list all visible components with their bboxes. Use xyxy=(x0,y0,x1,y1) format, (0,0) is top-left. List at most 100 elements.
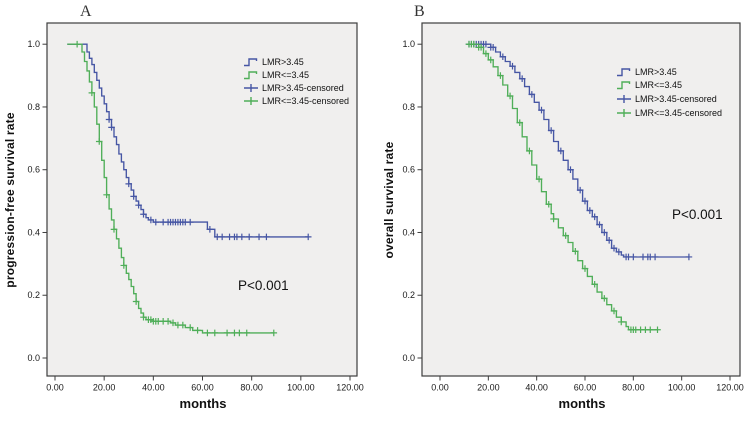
panel-b-x-tick-label: 80.00 xyxy=(622,383,645,393)
panel-a-censor-mark-green xyxy=(140,313,147,321)
legend-entry: LMR<=3.45-censored xyxy=(616,106,722,120)
panel-a-censor-mark-blue xyxy=(140,210,147,218)
panel-b-censor-mark-blue xyxy=(489,44,497,51)
legend-entry: LMR>3.45-censored xyxy=(616,92,722,106)
panel-a-censor-mark-blue xyxy=(125,180,133,188)
legend-label: LMR<=3.45 xyxy=(635,80,683,91)
panel-a-censor-mark-blue xyxy=(304,233,312,241)
panel-b-censor-mark-blue xyxy=(581,197,589,205)
panel-a-censor-mark-blue xyxy=(135,201,142,209)
panel-b-censor-mark-blue xyxy=(601,229,608,236)
panel-b-y-tick-label: 1.0 xyxy=(402,39,415,49)
panel-a-censor-mark-blue xyxy=(263,233,270,241)
step-line-icon xyxy=(244,58,258,67)
panel-b-censor-mark-green xyxy=(601,295,608,302)
panel-a-pvalue-annotation: P<0.001 xyxy=(238,278,289,293)
panel-b-x-tick-label: 0.00 xyxy=(431,383,449,393)
panel-a-x-tick-label: 20.00 xyxy=(93,383,116,393)
panel-a-censor-mark-green xyxy=(204,329,211,337)
panel-b-x-axis-title: months xyxy=(558,396,606,411)
plus-mark-icon xyxy=(617,94,631,103)
panel-b-censor-mark-blue xyxy=(482,40,490,48)
panel-b-censor-mark-blue xyxy=(509,62,516,70)
panel-a-x-axis-title: months xyxy=(179,396,227,411)
panel-a-censor-mark-green xyxy=(95,138,103,145)
panel-a-x-tick-label: 100.00 xyxy=(287,383,315,393)
legend-entry: LMR>3.45 xyxy=(243,56,349,69)
panel-a-censor-mark-green xyxy=(73,40,81,48)
plus-mark-icon xyxy=(617,108,631,117)
panel-b-x-tick-label: 100.00 xyxy=(668,383,696,393)
panel-b-censor-mark-green xyxy=(535,175,543,183)
panel-b-y-tick-label: 0.2 xyxy=(402,290,415,300)
panel-a-censor-mark-green xyxy=(211,329,219,337)
panel-b-pvalue-annotation: P<0.001 xyxy=(672,207,723,222)
step-line-icon xyxy=(244,71,258,80)
panel-b-censor-mark-blue xyxy=(630,253,637,261)
panel-b-censor-mark-green xyxy=(470,40,478,48)
panel-a-x-tick-label: 120.00 xyxy=(336,383,364,393)
panel-a-x-tick-label: 40.00 xyxy=(142,383,165,393)
panel-b-censor-mark-blue xyxy=(547,127,555,134)
panel-a-censor-mark-green xyxy=(236,329,243,337)
panel-b-censor-mark-blue xyxy=(610,244,618,252)
panel-b-censor-mark-green xyxy=(610,307,618,315)
panel-a-censor-mark-green xyxy=(186,324,194,331)
panel-a-censor-mark-green xyxy=(169,319,177,327)
panel-b-censor-mark-green xyxy=(646,326,654,334)
panel-a-censor-mark-green xyxy=(110,226,118,233)
legend-label: LMR>3.45-censored xyxy=(635,93,717,104)
panel-a-x-tick-label: 60.00 xyxy=(191,383,214,393)
legend-label: LMR>3.45 xyxy=(635,66,677,77)
legend-entry: LMR<=3.45 xyxy=(243,69,349,82)
panel-b-censor-mark-blue xyxy=(615,248,623,256)
legend-entry: LMR<=3.45 xyxy=(616,79,722,93)
panel-b-censor-mark-green xyxy=(591,280,598,288)
panel-b-censor-mark-blue xyxy=(651,253,659,261)
panel-a-censor-mark-green xyxy=(194,327,201,334)
panel-b-censor-mark-green xyxy=(550,215,557,223)
panel-b-x-tick-label: 40.00 xyxy=(525,383,548,393)
panel-b-censor-mark-green xyxy=(497,72,504,79)
panel-b-letter: B xyxy=(414,3,425,20)
panel-b-legend: LMR>3.45 LMR<=3.45 LMR>3.45-censored LMR… xyxy=(616,65,722,119)
panel-a-censor-mark-blue xyxy=(130,193,137,200)
panel-a-legend: LMR>3.45 LMR<=3.45 LMR>3.45-censored LMR… xyxy=(243,56,349,107)
panel-a-censor-mark-green xyxy=(88,89,96,97)
panel-a-censor-mark-blue xyxy=(147,216,155,224)
panel-a-y-axis-title: progression-free survival rate xyxy=(3,112,17,288)
legend-entry: LMR<=3.45-censored xyxy=(243,94,349,107)
panel-a-y-tick-label: 0.8 xyxy=(27,102,40,112)
panel-a-y-tick-label: 0.6 xyxy=(27,165,40,175)
panel-b-censor-mark-green xyxy=(516,119,524,126)
panel-b-censor-mark-blue xyxy=(685,253,693,261)
panel-b-censor-mark-blue xyxy=(567,166,574,174)
panel-a-censor-mark-blue xyxy=(152,218,160,226)
panel-a-y-tick-label: 0.4 xyxy=(27,227,40,237)
legend-label: LMR>3.45 xyxy=(262,57,304,68)
panel-b-censor-mark-green xyxy=(482,50,490,57)
legend-label: LMR>3.45-censored xyxy=(262,82,344,93)
panel-b-y-tick-label: 0.6 xyxy=(402,165,415,175)
panel-b-x-tick-label: 120.00 xyxy=(716,383,744,393)
panel-b-y-axis-title: overall survival rate xyxy=(382,141,396,259)
legend-label: LMR<=3.45-censored xyxy=(262,95,350,106)
panel-a-censor-mark-blue xyxy=(255,233,263,241)
panel-b-censor-mark-blue xyxy=(586,207,594,214)
panel-b-censor-mark-green xyxy=(581,265,589,272)
panel-a-y-tick-label: 0.0 xyxy=(27,353,40,363)
panel-b-censor-mark-green xyxy=(572,248,579,255)
panel-a-censor-mark-green xyxy=(270,329,278,337)
panel-b-censor-mark-blue xyxy=(591,213,598,221)
panel-a-x-tick-label: 80.00 xyxy=(240,383,263,393)
panel-a-censor-mark-blue xyxy=(105,116,113,123)
panel-b-plot-area xyxy=(421,22,741,377)
panel-a-censor-mark-green xyxy=(243,329,251,337)
panel-b-censor-mark-green xyxy=(506,92,514,100)
panel-a-censor-mark-blue xyxy=(245,233,253,241)
panel-b-censor-mark-green xyxy=(545,200,553,208)
panel-a-censor-mark-blue xyxy=(218,233,226,241)
panel-a-censor-mark-green xyxy=(132,298,140,305)
